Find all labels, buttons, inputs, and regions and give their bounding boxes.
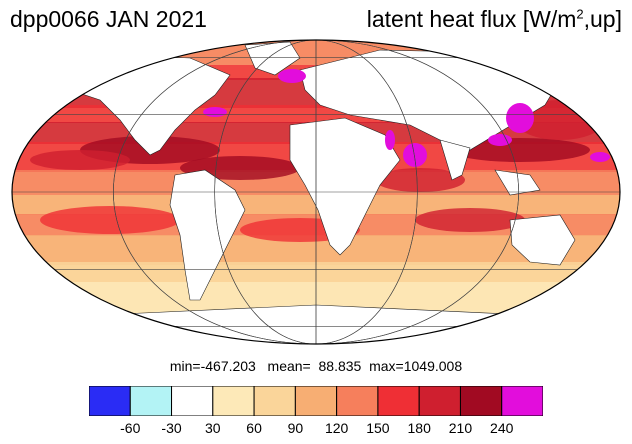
colorbar-swatch xyxy=(89,386,131,416)
high-flux-patch xyxy=(506,103,534,133)
colorbar-swatch xyxy=(253,386,296,416)
high-flux-patch xyxy=(203,107,227,117)
high-flux-patch xyxy=(278,69,306,83)
flux-patch xyxy=(415,208,525,232)
stat-mean: mean= 88.835 xyxy=(267,358,362,374)
land-outline xyxy=(494,169,541,196)
colorbar-tick-label: 180 xyxy=(407,420,431,436)
flux-patch xyxy=(30,150,130,170)
globe-outline xyxy=(11,39,621,345)
plot-title: dpp0066 JAN 2021 xyxy=(10,6,207,32)
high-flux-patch xyxy=(590,152,610,162)
colorbar-tick-label: 90 xyxy=(287,420,304,436)
unit-exponent: 2 xyxy=(576,6,584,22)
land-outline xyxy=(289,117,401,256)
variable-name: latent heat flux [W/m xyxy=(366,6,577,32)
variable-unit-suffix: ,up] xyxy=(583,6,622,32)
colorbar-swatch xyxy=(377,386,420,416)
colorbar-swatch xyxy=(459,386,503,416)
stat-min: min=-467.203 xyxy=(169,358,256,374)
colorbar-swatch xyxy=(501,386,543,416)
colorbar-tick-label: 60 xyxy=(246,420,262,436)
colorbar-tick-label: 120 xyxy=(324,420,349,436)
stat-max: max=1049.008 xyxy=(369,358,463,374)
colorbar-swatch xyxy=(129,386,173,416)
colorbar-tick-label: 30 xyxy=(205,420,221,436)
colorbar-tick-label: 210 xyxy=(448,420,473,436)
flux-patch xyxy=(450,138,590,162)
statistics: min=-467.203 mean= 88.835 max=1049.008 xyxy=(0,358,632,374)
high-flux-patch xyxy=(403,143,427,167)
high-flux-patch xyxy=(385,130,395,150)
colorbar-tick-label: 150 xyxy=(366,420,390,436)
colorbar-tick-label: -60 xyxy=(120,420,141,436)
colorbar-swatch xyxy=(418,386,461,416)
colorbar-swatch xyxy=(336,386,379,416)
graticule xyxy=(12,40,620,344)
colorbar-swatch xyxy=(171,386,214,416)
land-outline xyxy=(169,169,246,301)
land-outline xyxy=(439,139,471,181)
variable-title: latent heat flux [W/m2,up] xyxy=(367,6,622,33)
colorbar-tick-label: 240 xyxy=(490,420,514,436)
colorbar-tick-label: -30 xyxy=(161,420,182,436)
flux-patch xyxy=(375,168,465,192)
longitude-line xyxy=(113,40,519,344)
colorbar-swatch xyxy=(294,386,338,416)
high-flux-patch xyxy=(488,134,512,146)
longitude-line xyxy=(214,40,418,344)
high-flux-regions xyxy=(203,69,610,167)
land-outline xyxy=(509,214,576,266)
colorbar-swatch xyxy=(212,386,255,416)
colorbar xyxy=(89,386,543,416)
flux-patch xyxy=(40,206,180,234)
